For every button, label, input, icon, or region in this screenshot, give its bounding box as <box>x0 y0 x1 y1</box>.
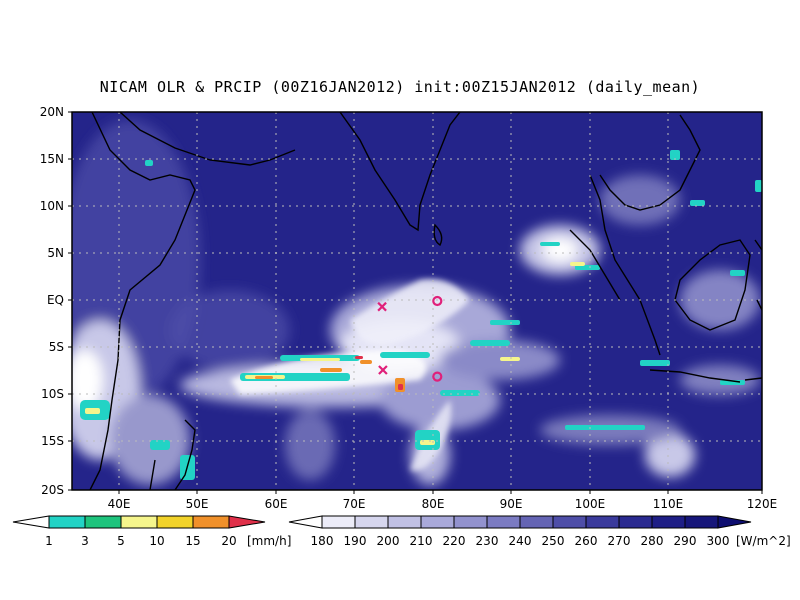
lat-label: 15S <box>41 434 64 448</box>
olr-tick-label: 210 <box>410 534 433 548</box>
olr-colorbar-arrow-left <box>288 515 323 529</box>
lon-label: 60E <box>265 497 288 511</box>
olr-tick-label: 180 <box>311 534 334 548</box>
precip-tick-label: 5 <box>117 534 125 548</box>
olr-colorbar-segment <box>387 515 422 529</box>
olr-tick-label: 230 <box>476 534 499 548</box>
lat-label: 20S <box>41 483 64 497</box>
olr-colorbar-segment <box>618 515 653 529</box>
precip-tick-label: 15 <box>185 534 200 548</box>
olr-colorbar-segment <box>651 515 686 529</box>
olr-colorbar-segment <box>354 515 389 529</box>
circle-marker <box>432 371 443 382</box>
precip-colorbar-segment <box>84 515 122 529</box>
olr-colorbar-labels: 180 190 200 210 220 230 240 250 260 270 … <box>311 534 791 548</box>
marker-layer <box>377 295 443 382</box>
lon-label: 110E <box>653 497 684 511</box>
olr-tick-label: 190 <box>344 534 367 548</box>
precip-colorbar-segment <box>120 515 158 529</box>
olr-colorbar-segment <box>453 515 488 529</box>
lon-label: 40E <box>108 497 131 511</box>
lat-label: 20N <box>40 105 64 119</box>
grid-lines <box>72 112 762 490</box>
olr-colorbar-segment <box>486 515 521 529</box>
lon-label: 120E <box>747 497 778 511</box>
map-title: NICAM OLR & PRCIP (00Z16JAN2012) init:00… <box>99 78 701 96</box>
olr-colorbar-segment <box>519 515 554 529</box>
precip-unit-label: [mm/h] <box>247 534 291 548</box>
lon-label: 90E <box>500 497 523 511</box>
olr-tick-label: 250 <box>542 534 565 548</box>
lon-label: 50E <box>186 497 209 511</box>
olr-colorbar-arrow-right <box>717 515 752 529</box>
lon-labels: 40E 50E 60E 70E 80E 90E 100E 110E 120E <box>108 497 778 511</box>
olr-colorbar <box>288 515 752 529</box>
olr-tick-label: 240 <box>509 534 532 548</box>
olr-tick-label: 200 <box>377 534 400 548</box>
lat-labels: 20N 15N 10N 5N EQ 5S 10S 15S 20S <box>40 105 64 497</box>
precip-tick-label: 3 <box>81 534 89 548</box>
coastlines <box>89 112 762 490</box>
precip-field <box>80 150 762 480</box>
lat-label: 5S <box>49 340 64 354</box>
lon-label: 100E <box>575 497 606 511</box>
circle-marker <box>432 295 443 307</box>
precip-colorbar-segment <box>48 515 86 529</box>
lat-label: 10S <box>41 387 64 401</box>
olr-tick-label: 220 <box>443 534 466 548</box>
olr-colorbar-segment <box>684 515 719 529</box>
lon-label: 80E <box>422 497 445 511</box>
precip-colorbar-arrow-left <box>12 515 50 529</box>
precip-tick-label: 1 <box>45 534 53 548</box>
lat-label: EQ <box>47 293 64 307</box>
precip-colorbar-arrow-right <box>228 515 266 529</box>
cross-marker <box>378 365 388 375</box>
lon-label: 70E <box>343 497 366 511</box>
precip-tick-label: 10 <box>149 534 164 548</box>
lat-label: 10N <box>40 199 64 213</box>
olr-colorbar-segment <box>585 515 620 529</box>
precip-tick-label: 20 <box>221 534 236 548</box>
lat-label: 15N <box>40 152 64 166</box>
map-frame <box>71 111 763 491</box>
olr-unit-label: [W/m^2] <box>736 534 791 548</box>
olr-field <box>72 112 762 490</box>
axis-ticks <box>68 111 763 494</box>
olr-tick-label: 280 <box>641 534 664 548</box>
olr-tick-label: 270 <box>608 534 631 548</box>
olr-colorbar-segment <box>321 515 356 529</box>
precip-colorbar <box>12 515 266 529</box>
olr-colorbar-segment <box>420 515 455 529</box>
olr-colorbar-segment <box>552 515 587 529</box>
precip-colorbar-segment <box>192 515 230 529</box>
lat-label: 5N <box>47 246 64 260</box>
olr-tick-label: 290 <box>674 534 697 548</box>
olr-tick-label: 260 <box>575 534 598 548</box>
precip-colorbar-segment <box>156 515 194 529</box>
olr-tick-label: 300 <box>707 534 730 548</box>
precip-colorbar-labels: 1 3 5 10 15 20 [mm/h] <box>45 534 291 548</box>
cross-marker <box>377 301 387 312</box>
